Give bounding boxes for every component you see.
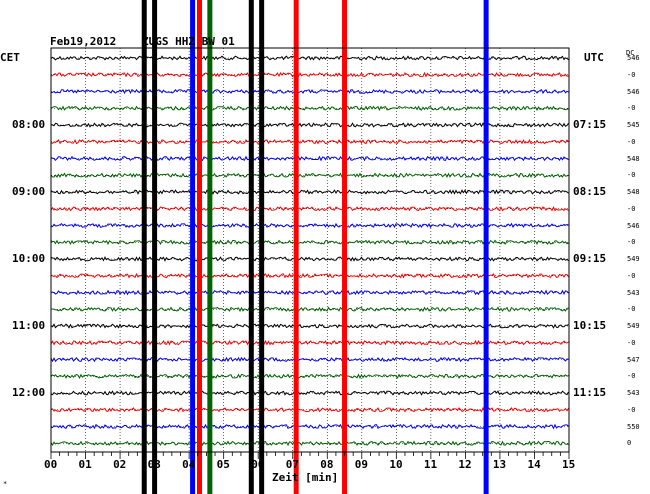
event-bar — [196, 0, 202, 494]
left-hour-label: 10:00 — [12, 252, 46, 265]
left-hour-label: 11:00 — [12, 319, 46, 332]
dc-value-label: 546 — [627, 221, 640, 230]
date-label: Feb19,2012 — [50, 35, 117, 48]
dc-value-label: -0 — [627, 372, 636, 381]
trace-line — [50, 172, 569, 179]
x-tick-label: 09 — [354, 458, 369, 471]
dc-value-label: 546 — [627, 54, 640, 62]
x-axis-label: Zeit [min] — [272, 471, 339, 484]
trace-line — [50, 356, 569, 363]
right-hour-label: 09:15 — [573, 252, 607, 265]
trace-line — [50, 339, 569, 346]
trace-line — [50, 406, 569, 413]
trace-line — [50, 155, 569, 162]
event-bar — [342, 0, 348, 494]
dc-value-label: -0 — [627, 405, 636, 414]
trace-line — [50, 222, 569, 229]
event-bar — [152, 0, 158, 494]
dc-value-label: -0 — [627, 204, 636, 213]
trace-line — [50, 105, 569, 112]
trace-line — [50, 373, 569, 380]
dc-value-label: 549 — [627, 322, 640, 330]
trace-line — [50, 272, 569, 279]
dc-value-label: 546 — [627, 87, 640, 96]
left-hour-label: 08:00 — [12, 118, 46, 131]
dc-value-label: 550 — [627, 422, 640, 431]
trace-line — [50, 239, 569, 246]
trace-line — [50, 323, 569, 329]
x-tick-label: 11 — [423, 458, 438, 471]
left-hour-label: 09:00 — [12, 185, 46, 198]
dc-value-label: -0 — [627, 338, 636, 347]
right-hour-label: 11:15 — [573, 386, 607, 399]
trace-line — [50, 88, 569, 95]
corner-mark: * — [3, 480, 8, 488]
dc-value-label: -0 — [627, 70, 636, 79]
x-tick-label: 14 — [527, 458, 541, 471]
event-bar — [207, 0, 213, 494]
dc-value-label: 543 — [627, 389, 640, 397]
event-bar — [190, 0, 196, 494]
right-hour-label: 10:15 — [573, 319, 607, 332]
trace-line — [50, 423, 569, 430]
plot-frame — [50, 47, 570, 459]
dc-value-label: -0 — [627, 104, 636, 113]
right-timezone-label: UTC — [584, 51, 604, 64]
trace-line — [50, 306, 569, 313]
dc-value-label: -0 — [627, 171, 636, 180]
dc-value-label: 549 — [627, 255, 640, 263]
trace-line — [50, 189, 569, 195]
left-hour-label: 12:00 — [12, 386, 46, 399]
left-timezone-label: CET — [0, 51, 20, 64]
dc-value-label: 0 — [627, 439, 632, 448]
event-bars — [141, 0, 489, 494]
trace-line — [50, 138, 569, 145]
dc-value-label: 547 — [627, 355, 640, 364]
event-bar — [141, 0, 147, 494]
right-hour-label: 08:15 — [573, 185, 607, 198]
trace-line — [50, 55, 569, 61]
x-tick-label: 07 — [285, 458, 299, 471]
event-bar — [259, 0, 265, 494]
event-bar — [248, 0, 254, 494]
x-tick-label: 03 — [147, 458, 161, 471]
right-hour-label: 07:15 — [573, 118, 607, 131]
dc-value-label: 548 — [627, 154, 640, 163]
dc-value-label: -0 — [627, 238, 636, 247]
x-tick-label: 12 — [458, 458, 472, 471]
x-tick-label: 10 — [389, 458, 403, 471]
x-tick-label: 05 — [216, 458, 230, 471]
x-tick-label: 00 — [44, 458, 58, 471]
seismic-traces — [50, 55, 569, 447]
event-bar — [293, 0, 299, 494]
x-tick-label: 04 — [182, 458, 196, 471]
trace-line — [50, 256, 569, 262]
trace-line — [50, 289, 569, 296]
x-tick-label: 02 — [113, 458, 127, 471]
trace-line — [50, 440, 569, 447]
trace-line — [50, 390, 569, 396]
dc-label: DC — [626, 49, 635, 57]
dc-value-label: 548 — [627, 188, 640, 196]
x-tick-label: 06 — [251, 458, 265, 471]
event-bar — [483, 0, 489, 494]
trace-line — [50, 71, 569, 78]
dc-value-label: 545 — [627, 121, 640, 129]
x-tick-label: 13 — [492, 458, 507, 471]
dc-value-label: 543 — [627, 288, 640, 297]
dc-value-label: -0 — [627, 305, 636, 314]
dc-value-label: -0 — [627, 137, 636, 146]
x-tick-label: 08 — [320, 458, 334, 471]
x-tick-label: 01 — [78, 458, 92, 471]
trace-line — [50, 122, 569, 128]
dc-value-label: -0 — [627, 271, 636, 280]
x-tick-label: 15 — [562, 458, 576, 471]
station-label: ZUGS HHZ BW 01 — [142, 35, 235, 48]
trace-line — [50, 205, 569, 212]
